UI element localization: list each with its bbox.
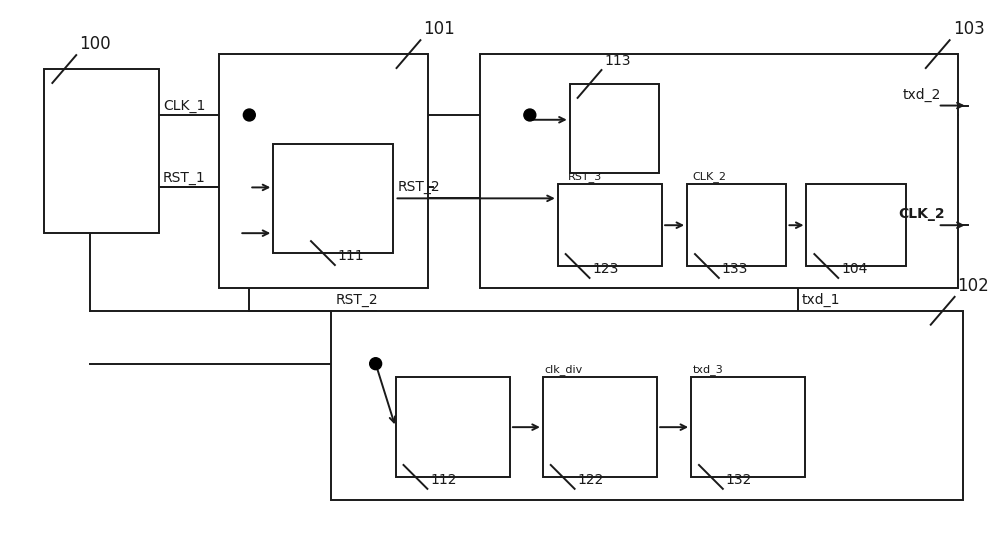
Text: RST_1: RST_1 (163, 171, 206, 185)
Bar (570, 84, 659, 173)
Text: 104: 104 (841, 262, 868, 276)
Text: txd_3: txd_3 (693, 365, 724, 375)
Text: txd_1: txd_1 (802, 293, 840, 307)
Circle shape (524, 109, 536, 121)
Text: 112: 112 (430, 473, 457, 487)
Text: 102: 102 (958, 277, 989, 295)
Text: RST_3: RST_3 (568, 172, 602, 182)
Bar (543, 377, 657, 477)
Text: 111: 111 (338, 249, 364, 263)
Bar (219, 54, 428, 288)
Text: 113: 113 (604, 54, 631, 68)
Bar (687, 184, 786, 266)
Text: CLK_2: CLK_2 (692, 172, 726, 182)
Bar (44, 69, 159, 233)
Bar (558, 184, 662, 266)
Text: 100: 100 (79, 35, 111, 53)
Text: RST_2: RST_2 (336, 293, 378, 307)
Text: 103: 103 (953, 20, 984, 38)
Text: CLK_2: CLK_2 (898, 207, 945, 221)
Text: 122: 122 (578, 473, 604, 487)
Text: 133: 133 (722, 262, 748, 276)
Circle shape (370, 358, 382, 370)
Text: 132: 132 (726, 473, 752, 487)
Bar (396, 377, 510, 477)
Text: clk_div: clk_div (545, 365, 583, 375)
Bar (480, 54, 958, 288)
Bar (331, 311, 963, 500)
Circle shape (243, 109, 255, 121)
Bar (806, 184, 906, 266)
Text: 123: 123 (593, 262, 619, 276)
Text: RST_2: RST_2 (398, 180, 440, 195)
Bar (691, 377, 805, 477)
Text: txd_2: txd_2 (903, 87, 941, 102)
Text: 101: 101 (423, 20, 455, 38)
Text: CLK_1: CLK_1 (163, 99, 205, 113)
Bar (273, 144, 393, 253)
